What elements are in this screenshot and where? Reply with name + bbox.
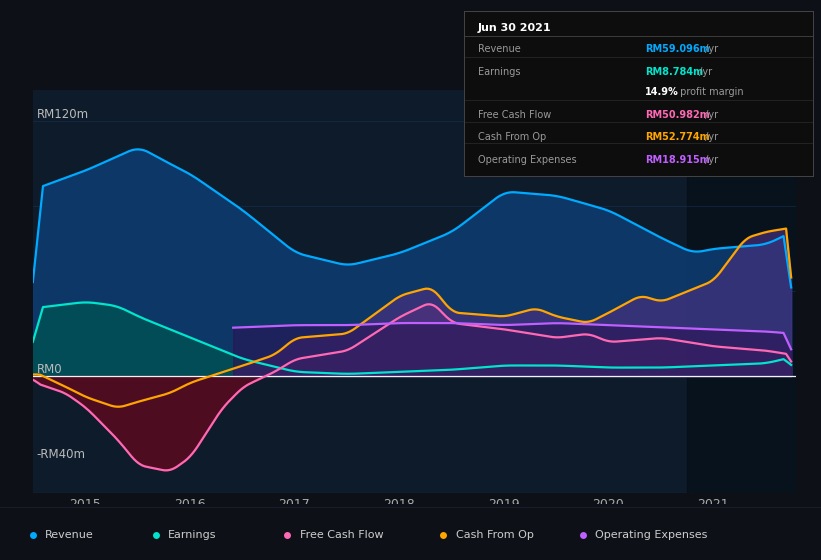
Text: /yr: /yr xyxy=(702,110,718,120)
Text: Revenue: Revenue xyxy=(45,530,94,540)
Text: Cash From Op: Cash From Op xyxy=(456,530,534,540)
Bar xyxy=(686,90,796,493)
Text: Earnings: Earnings xyxy=(478,67,521,77)
Text: /yr: /yr xyxy=(695,67,712,77)
Text: /yr: /yr xyxy=(702,155,718,165)
Text: Free Cash Flow: Free Cash Flow xyxy=(300,530,383,540)
Text: Free Cash Flow: Free Cash Flow xyxy=(478,110,551,120)
Text: -RM40m: -RM40m xyxy=(37,448,85,461)
Text: /yr: /yr xyxy=(702,44,718,54)
Text: RM50.982m: RM50.982m xyxy=(645,110,710,120)
Text: Operating Expenses: Operating Expenses xyxy=(478,155,576,165)
Text: RM52.774m: RM52.774m xyxy=(645,132,710,142)
Text: profit margin: profit margin xyxy=(677,87,743,97)
Text: RM59.096m: RM59.096m xyxy=(645,44,710,54)
Text: RM8.784m: RM8.784m xyxy=(645,67,704,77)
Text: RM0: RM0 xyxy=(37,363,62,376)
Text: Revenue: Revenue xyxy=(478,44,521,54)
Text: 14.9%: 14.9% xyxy=(645,87,679,97)
Text: Jun 30 2021: Jun 30 2021 xyxy=(478,23,552,33)
Text: Earnings: Earnings xyxy=(168,530,217,540)
Text: RM120m: RM120m xyxy=(37,109,89,122)
Text: Cash From Op: Cash From Op xyxy=(478,132,546,142)
Text: RM18.915m: RM18.915m xyxy=(645,155,710,165)
Text: /yr: /yr xyxy=(702,132,718,142)
Text: Operating Expenses: Operating Expenses xyxy=(595,530,708,540)
